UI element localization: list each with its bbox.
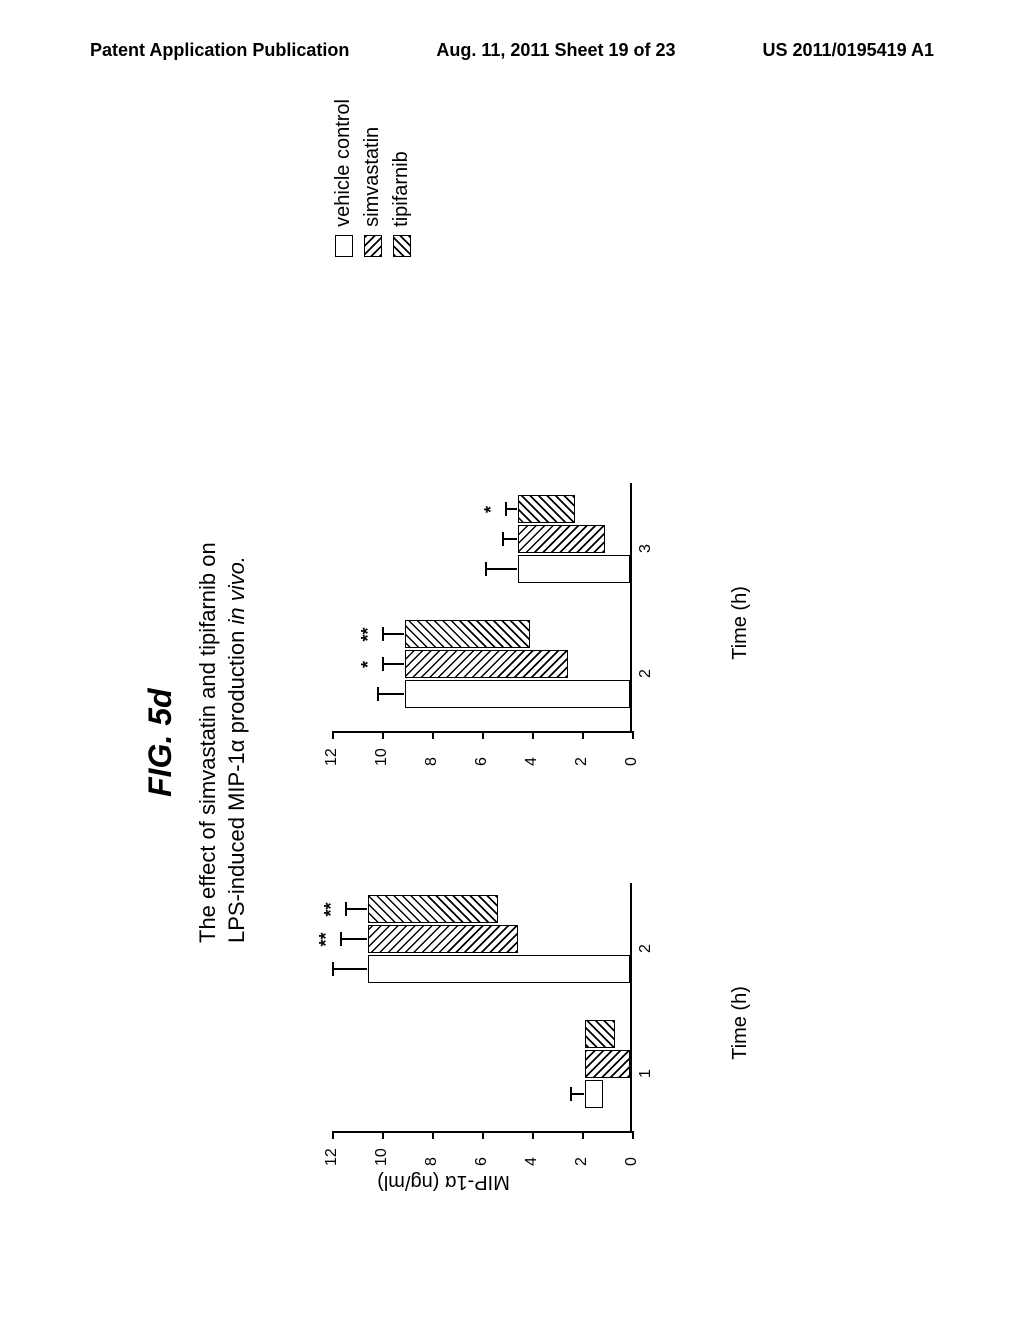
bar-simvastatin <box>585 1051 630 1079</box>
legend: vehicle control simvastatin tipifarnib <box>332 99 419 257</box>
x-tick-label: 2 <box>637 669 655 678</box>
x-tick-label: 2 <box>637 944 655 953</box>
bar-vehicle <box>518 556 631 584</box>
legend-row: tipifarnib <box>390 99 413 257</box>
bar-group: **** <box>368 896 631 984</box>
chart-right: 0246810122***3* Time (h) <box>312 463 712 783</box>
bar-group <box>585 1021 630 1109</box>
legend-swatch <box>393 235 411 257</box>
legend-label: simvastatin <box>361 127 384 227</box>
y-tick-label: 8 <box>423 757 441 766</box>
significance-mark: ** <box>321 902 342 916</box>
legend-row: vehicle control <box>332 99 355 257</box>
header-center: Aug. 11, 2011 Sheet 19 of 23 <box>436 40 675 61</box>
bar-vehicle <box>368 956 631 984</box>
chart-area-1: 02468101212**** <box>332 883 632 1133</box>
bar-vehicle <box>585 1081 603 1109</box>
chart-area-2: 0246810122***3* <box>332 483 632 733</box>
y-tick-label: 2 <box>573 1157 591 1166</box>
legend-swatch <box>335 235 353 257</box>
header-right: US 2011/0195419 A1 <box>763 40 934 61</box>
y-tick-label: 4 <box>523 1157 541 1166</box>
legend-swatch <box>364 235 382 257</box>
chart-left: MIP-1α (ng/ml) 02468101212**** Time (h) <box>312 863 712 1183</box>
y-tick-label: 12 <box>323 748 341 766</box>
y-tick-label: 6 <box>473 757 491 766</box>
significance-mark: ** <box>316 932 337 946</box>
y-tick-label: 8 <box>423 1157 441 1166</box>
bar-simvastatin <box>518 526 606 554</box>
figure-label: FIG. 5d <box>142 542 179 943</box>
significance-mark: ** <box>358 627 379 641</box>
bar-tipifarnib <box>585 1021 615 1049</box>
bar-group: * <box>518 496 631 584</box>
y-tick-label: 6 <box>473 1157 491 1166</box>
y-tick-label: 2 <box>573 757 591 766</box>
bar-simvastatin: * <box>405 651 568 679</box>
bar-tipifarnib: ** <box>368 896 498 924</box>
charts-row: MIP-1α (ng/ml) 02468101212**** Time (h) … <box>312 463 712 1183</box>
y-tick-label: 12 <box>323 1148 341 1166</box>
x-axis-label: Time (h) <box>729 986 752 1060</box>
y-tick-label: 4 <box>523 757 541 766</box>
legend-label: vehicle control <box>332 99 355 227</box>
bar-group: *** <box>405 621 630 709</box>
bar-tipifarnib: ** <box>405 621 530 649</box>
y-axis-label: MIP-1α (ng/ml) <box>377 1170 510 1193</box>
significance-mark: * <box>481 506 502 513</box>
figure-subtitle: The effect of simvastatin and tipifarnib… <box>194 542 251 943</box>
significance-mark: * <box>358 661 379 668</box>
figure-container: FIG. 5d The effect of simvastatin and ti… <box>112 159 912 1183</box>
bar-vehicle <box>405 681 630 709</box>
legend-row: simvastatin <box>361 99 384 257</box>
page-header: Patent Application Publication Aug. 11, … <box>0 0 1024 71</box>
header-left: Patent Application Publication <box>90 40 349 61</box>
figure-title-block: FIG. 5d The effect of simvastatin and ti… <box>142 542 251 943</box>
y-tick-label: 10 <box>373 748 391 766</box>
x-tick-label: 1 <box>637 1069 655 1078</box>
y-tick-label: 0 <box>623 1157 641 1166</box>
x-axis-label: Time (h) <box>729 586 752 660</box>
y-tick-label: 0 <box>623 757 641 766</box>
bar-tipifarnib: * <box>518 496 576 524</box>
y-tick-label: 10 <box>373 1148 391 1166</box>
legend-label: tipifarnib <box>390 151 413 227</box>
x-tick-label: 3 <box>637 544 655 553</box>
bar-simvastatin: ** <box>368 926 518 954</box>
content-wrapper: FIG. 5d The effect of simvastatin and ti… <box>0 71 1024 1271</box>
